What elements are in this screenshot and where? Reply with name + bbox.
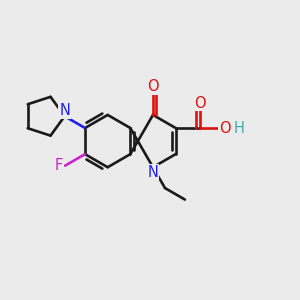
Text: H: H — [234, 121, 245, 136]
Text: N: N — [59, 103, 70, 118]
Text: O: O — [147, 79, 159, 94]
Text: F: F — [55, 158, 63, 173]
Text: N: N — [148, 165, 158, 180]
Text: O: O — [194, 95, 206, 110]
Text: O: O — [219, 121, 230, 136]
